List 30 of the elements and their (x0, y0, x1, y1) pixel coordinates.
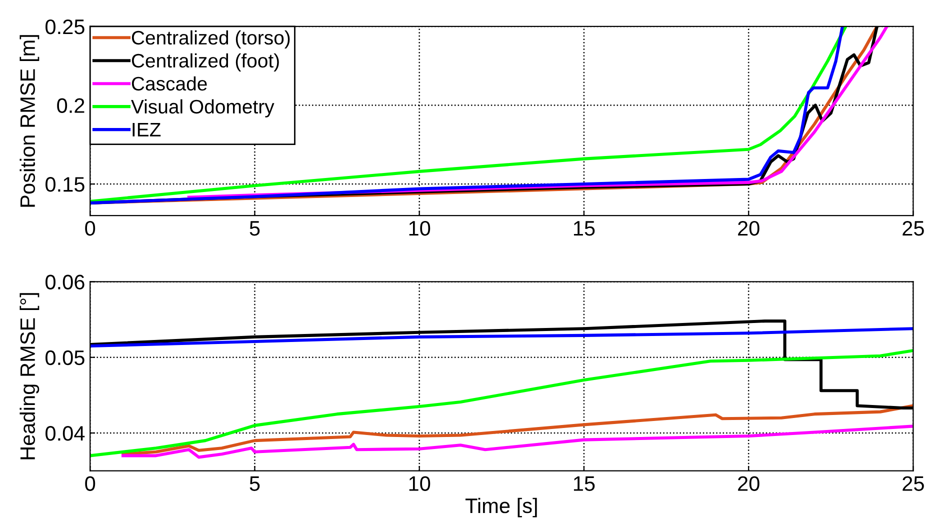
x-tick-label: 20 (738, 220, 760, 236)
y-axis-title: Position RMSE [m] (20, 35, 40, 207)
x-tick-label: 15 (574, 476, 595, 491)
line-series (90, 327, 914, 348)
y-tick-label: 0.15 (46, 177, 84, 192)
x-tick-label: 5 (250, 476, 260, 491)
legend-label: Centralized (torso) (132, 30, 290, 48)
x-tick-label: 0 (85, 220, 96, 236)
legend-label: Cascade (132, 76, 207, 91)
line-series (122, 424, 914, 459)
legend-label: IEZ (132, 123, 161, 136)
x-tick-label: 25 (902, 476, 924, 491)
x-tick-label: 10 (409, 476, 430, 491)
x-tick-label: 5 (250, 221, 260, 236)
x-tick-label: 10 (409, 220, 430, 236)
x-tick-label: 25 (902, 220, 924, 236)
y-tick-label: 0.05 (46, 350, 84, 366)
y-tick-label: 0.04 (46, 426, 85, 441)
y-tick-label: 0.25 (46, 19, 84, 34)
x-tick-label: 15 (574, 221, 595, 236)
y-tick-label: 0.2 (57, 98, 84, 113)
legend-label: Centralized (foot) (132, 53, 279, 72)
x-tick-label: 20 (738, 476, 760, 491)
y-axis-title: Heading RMSE [°] (20, 293, 40, 460)
line-series (122, 404, 914, 456)
x-tick-label: 0 (85, 476, 96, 491)
x-axis-title: Time [s] (465, 498, 537, 518)
legend-label: Visual Odometry (131, 99, 274, 118)
line-series (90, 349, 914, 458)
y-tick-label: 0.06 (46, 274, 84, 290)
